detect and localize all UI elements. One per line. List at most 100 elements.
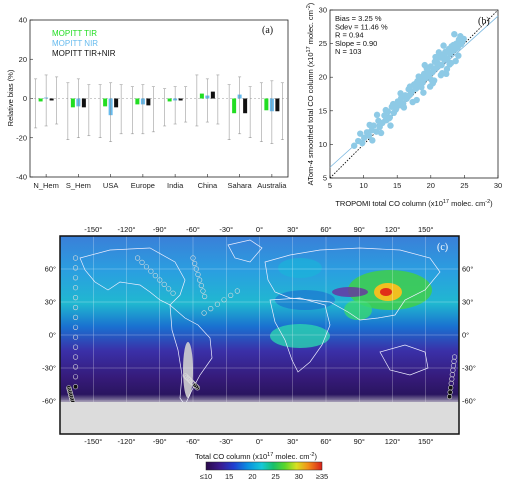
map-lon-tick-bottom: 120°: [385, 437, 401, 446]
map-lon-tick-top: 120°: [385, 225, 401, 234]
map-flight-sample: [190, 381, 197, 387]
panel-b-stat: Slope = 0.90: [335, 39, 377, 48]
map-antarctica: [60, 402, 459, 434]
panel-b-one-to-one-line: [329, 9, 499, 179]
map-flight-sample: [157, 277, 163, 283]
map-flight-sample: [190, 255, 196, 261]
map-flight-sample: [72, 344, 79, 350]
panel-a-x-tick-label: USA: [103, 181, 118, 190]
panel-a-x-tick-label: Sahara: [228, 181, 253, 190]
panel-a-x-tick-label: N_Hem: [33, 181, 58, 190]
map-lat-tick-left: -60°: [42, 397, 56, 406]
panel-a-x-tick-label: Australia: [257, 181, 287, 190]
map-graticule: [60, 236, 459, 434]
map-lon-tick-bottom: -30°: [219, 437, 233, 446]
panel-b-point: [357, 130, 364, 137]
panel-b-stat: Bias = 3.25 %: [335, 14, 382, 23]
panel-a-bar: [275, 98, 280, 112]
map-flight-sample: [448, 385, 454, 391]
map-flight-sample: [202, 293, 208, 300]
panel-b-point: [394, 101, 401, 108]
panel-a-y-tick-label: 20: [19, 55, 27, 64]
panel-b-point: [432, 53, 439, 61]
map-flight-sample: [197, 277, 203, 283]
map-flight-sample: [186, 377, 193, 383]
map-flight-sample: [208, 306, 214, 312]
map-flight-sample: [152, 273, 158, 279]
map-lat-tick-left: 60°: [45, 265, 56, 274]
panel-a-legend-entry: MOPITT TIR: [52, 29, 97, 38]
panel-b-y-axis-label: ATom-4 smoothed total CO column (x1017 m…: [306, 2, 315, 185]
panel-a-bar: [38, 98, 43, 102]
panel-b-scatter-plot: 55 10 10 15 15 20 20 25 25 30 30 Bias = 3.25 %Sdev…: [306, 2, 502, 208]
map-flight-sample: [192, 260, 198, 267]
panel-a-x-ticks: N_Hem S_Hem USA Europe India China Sahara Austr…: [33, 174, 287, 190]
panel-b-statistics: Bias = 3.25 %Sdev = 11.46 %R = 0.94Slope…: [335, 14, 388, 56]
map-lat-tick-left: -30°: [42, 364, 56, 373]
map-flight-sample: [72, 374, 79, 380]
map-flight-sample: [72, 354, 79, 360]
map-lon-tick-bottom: 30°: [287, 437, 298, 446]
map-flight-sample: [184, 374, 190, 380]
map-flight-sample: [148, 268, 154, 274]
map-lat-tick-right: 30°: [462, 298, 473, 307]
map-lon-tick-bottom: 90°: [354, 437, 365, 446]
panel-a-bar: [199, 93, 204, 99]
panel-b-point: [387, 122, 394, 129]
panel-b-point: [440, 42, 447, 49]
panel-b-point: [369, 137, 376, 144]
panel-b-point: [420, 89, 427, 96]
panel-b-stat: Sdev = 11.46 %: [335, 22, 388, 31]
panel-c-map: -150° -150° -120° -120° -90° -90° -60° -60° -30°…: [42, 225, 476, 481]
panel-a-bar: [81, 98, 86, 108]
panel-a-bar: [103, 98, 108, 107]
map-flight-sample: [161, 281, 167, 288]
panel-a-y-axis-label: Relative bias (%): [6, 69, 15, 126]
panel-b-frame: [329, 9, 499, 179]
panel-b-point: [366, 121, 373, 129]
colorbar-title: Total CO column (x1017 molec. cm-2): [195, 452, 317, 461]
panel-a-x-tick-label: China: [198, 181, 218, 190]
map-flight-sample: [72, 384, 79, 390]
map-flight-sample: [189, 379, 195, 386]
panel-b-point: [421, 61, 428, 69]
colorbar-tick-label: 15: [225, 472, 233, 481]
map-lon-tick-bottom: 150°: [418, 437, 434, 446]
panel-b-point: [450, 41, 457, 49]
map-flight-sample: [72, 364, 79, 370]
map-flight-sample: [188, 378, 194, 384]
map-flight-sample: [72, 255, 79, 261]
panel-a-bar: [146, 98, 151, 106]
map-himalaya-low: [332, 287, 368, 297]
panel-b-point: [441, 49, 449, 57]
panel-b-point: [429, 80, 437, 87]
panel-a-y-ticks: -40 -20 0 20 40: [16, 16, 288, 182]
panel-b-point: [382, 106, 389, 114]
panel-b-point: [404, 93, 412, 100]
panel-a-y-tick-label: 0: [23, 94, 27, 103]
panel-a-bar-chart: -40 -20 0 20 40 N_Hem S_Hem USA Europe India Chin…: [6, 16, 289, 190]
panel-b-x-tick-label: 20: [427, 181, 435, 190]
colorbar: [205, 461, 323, 471]
map-lat-tick-left: 0°: [49, 331, 56, 340]
map-india-high-co: [344, 300, 372, 320]
panel-a-legend-entry: MOPITT TIR+NIR: [52, 49, 116, 58]
map-lat-tick-right: 0°: [462, 331, 469, 340]
map-flight-sample: [198, 282, 204, 289]
panel-b-point: [365, 132, 373, 139]
panel-b-ticks: 55 10 10 15 15 20 20 25 25 30 30: [319, 6, 503, 191]
panel-a-y-tick-label: -40: [16, 173, 27, 182]
map-flight-sample: [228, 292, 234, 299]
panel-b-point: [406, 83, 414, 90]
map-lon-tick-top: 150°: [418, 225, 434, 234]
map-lon-tick-top: 0°: [256, 225, 263, 234]
panel-b-point: [447, 59, 455, 67]
colorbar-tick-label: 20: [248, 472, 256, 481]
map-flight-sample: [193, 266, 199, 272]
panel-b-x-tick-label: 15: [393, 181, 401, 190]
panel-c-frame: [59, 235, 460, 435]
panel-b-point: [400, 104, 408, 111]
map-flight-sample: [234, 288, 240, 294]
